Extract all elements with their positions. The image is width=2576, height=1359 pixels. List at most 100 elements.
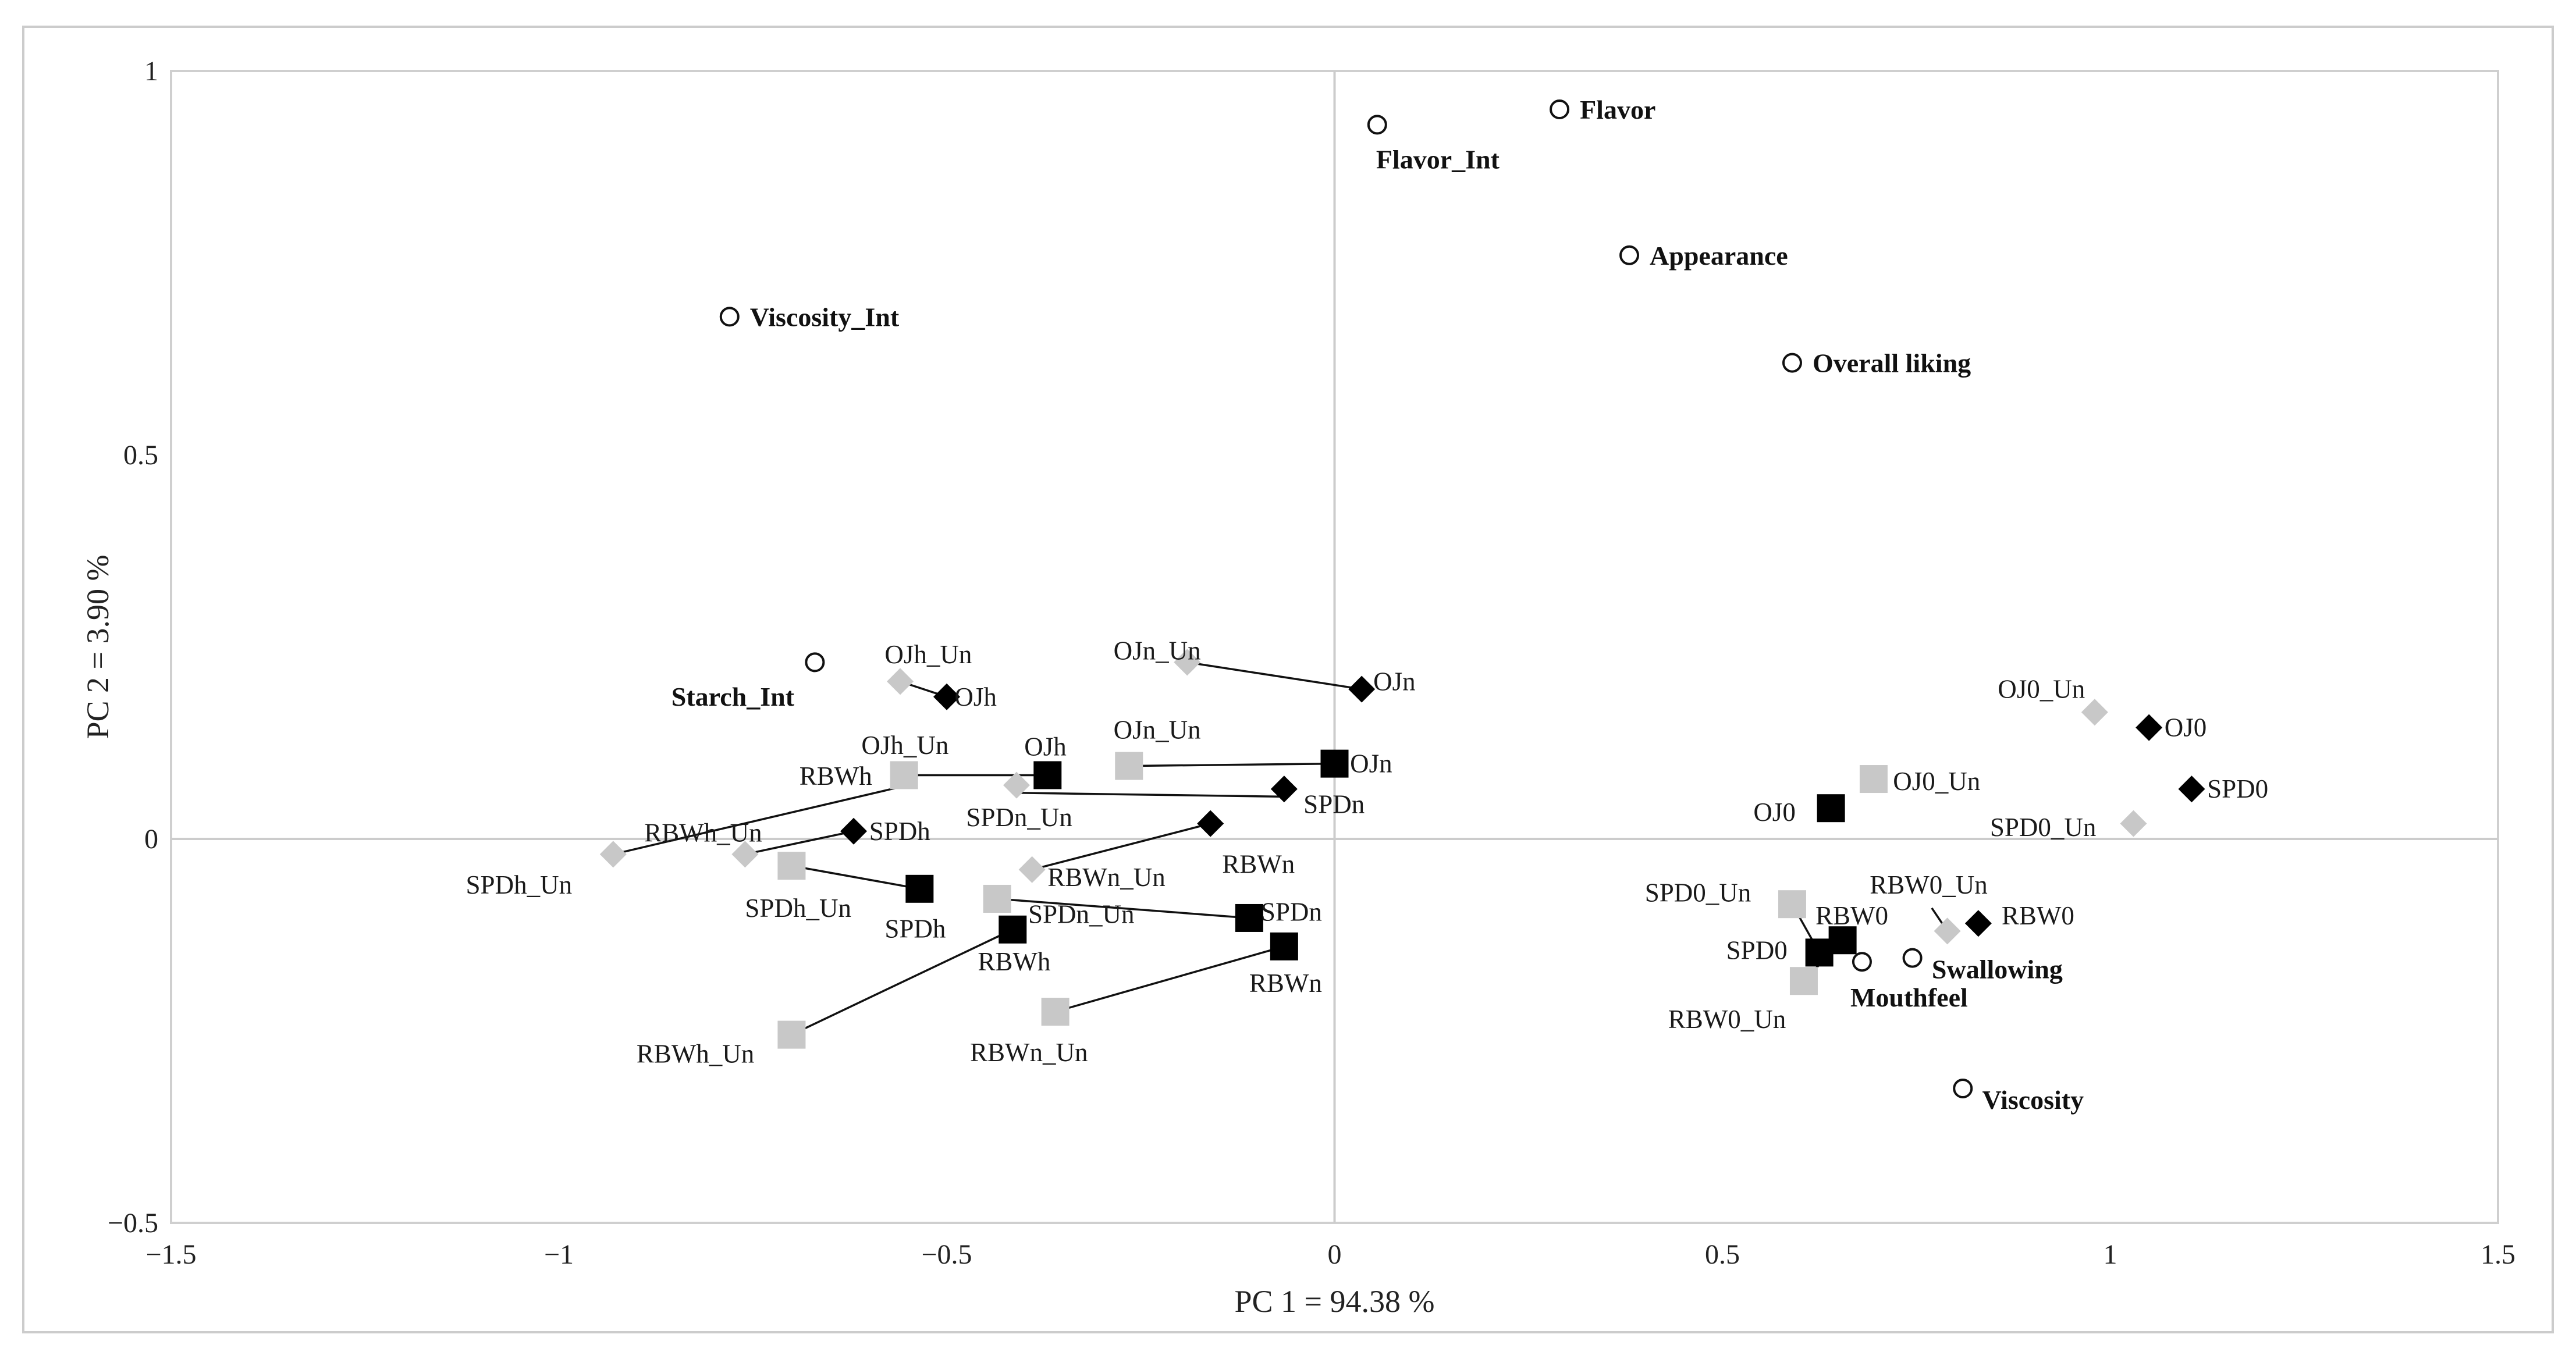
ojh-marker — [933, 683, 960, 710]
flavor-point — [1550, 99, 1570, 119]
rbw0-un-marker — [1789, 967, 1818, 995]
viscosity-point — [1953, 1079, 1973, 1098]
data-markers — [599, 99, 2205, 1098]
rbwh-un-marker — [731, 841, 759, 868]
label-swallowing: Swallowing — [1932, 954, 2063, 984]
oj0-un-marker — [2081, 699, 2108, 726]
rbwn-un-marker — [1018, 856, 1046, 883]
label-flavor: Flavor — [1580, 95, 1655, 124]
y-tick-label: 0.5 — [123, 440, 158, 471]
label-rbw0-un: RBW0_Un — [1870, 870, 1988, 899]
rbwn-marker — [1197, 810, 1224, 837]
label-oj0: OJ0 — [2165, 713, 2207, 742]
label-spd0: SPD0 — [2207, 774, 2268, 803]
label-ojn: OJn — [1373, 667, 1416, 696]
label-spdn-un: SPDn_Un — [966, 803, 1072, 832]
rbwh-marker — [999, 915, 1027, 944]
x-tick-label: −0.5 — [921, 1239, 972, 1270]
y-tick-label: 1 — [144, 56, 158, 87]
connector-line — [613, 784, 908, 856]
chart-frame — [22, 26, 2554, 1333]
label-mouthfeel: Mouthfeel — [1850, 983, 1968, 1012]
rbw0-marker — [1964, 910, 1992, 937]
spdh-un-marker — [777, 852, 806, 880]
spd0-un-marker — [2120, 810, 2147, 837]
label-spdn: SPDn — [1261, 897, 1322, 926]
label-ojh: OJh — [954, 682, 997, 711]
connector-line — [791, 865, 920, 890]
connector-line — [745, 830, 854, 856]
rbwn-un-marker — [1041, 998, 1070, 1026]
label-rbwn: RBWn — [1222, 850, 1295, 879]
x-tick-label: 1.5 — [2481, 1239, 2515, 1270]
ojn-marker — [1320, 749, 1349, 778]
axis-ticks: −1.5 −1 −0.5 0 0.5 1 1.5 1 0.5 0 −0.5 — [108, 56, 2515, 1270]
label-spdh: SPDh — [869, 817, 930, 846]
mouthfeel-point — [1852, 952, 1872, 972]
spdn-un-marker — [983, 884, 1011, 913]
y-axis-title: PC 2 = 3.90 % — [80, 555, 115, 739]
spdh-un-marker — [599, 841, 627, 868]
ojn-un-marker — [1174, 649, 1201, 676]
spd0-marker — [2178, 775, 2205, 803]
label-viscosity: Viscosity — [1982, 1085, 2084, 1115]
connector-line — [1055, 945, 1285, 1013]
label-spdh: SPDh — [884, 914, 946, 943]
x-tick-label: 1 — [2104, 1239, 2117, 1270]
label-ojn-un: OJn_Un — [1114, 716, 1201, 745]
label-rbw0-un: RBW0_Un — [1668, 1005, 1786, 1034]
x-tick-label: 0 — [1328, 1239, 1342, 1270]
flavor-int-point — [1367, 115, 1387, 135]
label-ojh: OJh — [1024, 732, 1067, 762]
label-rbwh: RBWh — [978, 947, 1050, 976]
ojh-un-marker — [887, 668, 914, 695]
label-flavor-int: Flavor_Int — [1376, 144, 1500, 174]
label-spdh-un: SPDh_Un — [466, 870, 573, 899]
label-starch-int: Starch_Int — [671, 682, 795, 711]
overall-liking-point — [1782, 353, 1802, 373]
spdh-marker — [905, 874, 934, 903]
oj0-un-marker — [1859, 765, 1888, 794]
label-rbwn: RBWn — [1249, 969, 1322, 998]
label-spdn-un: SPDn_Un — [1028, 899, 1135, 928]
spd0-un-marker — [1778, 890, 1806, 919]
spdh-marker — [840, 817, 868, 845]
connector-line — [1186, 661, 1362, 691]
connector-lines — [613, 661, 1949, 1036]
label-spdh-un: SPDh_Un — [745, 894, 851, 923]
starch-int-point — [805, 652, 825, 673]
ojn-marker — [1348, 675, 1376, 703]
label-rbwn-un: RBWn_Un — [1047, 863, 1166, 892]
ojh-un-marker — [890, 761, 918, 789]
appearance-point — [1619, 245, 1640, 265]
label-ojh-un: OJh_Un — [861, 731, 948, 760]
x-axis-title: PC 1 = 94.38 % — [1235, 1284, 1435, 1319]
connector-line — [997, 898, 1250, 919]
spd0-marker — [1805, 938, 1834, 967]
label-oj0-un: OJ0_Un — [1893, 767, 1980, 796]
connector-line — [1032, 822, 1211, 871]
label-rbwh-un: RBWh_Un — [644, 818, 762, 847]
label-oj0: OJ0 — [1753, 798, 1796, 827]
rbw0-un-marker — [1934, 917, 1961, 945]
x-tick-label: −1 — [544, 1239, 574, 1270]
rbwh-un-marker — [777, 1020, 806, 1049]
label-rbwh-un: RBWh_Un — [637, 1040, 755, 1069]
y-tick-label: 0 — [144, 824, 158, 855]
connector-line — [791, 928, 1014, 1036]
label-spd0-un: SPD0_Un — [1645, 878, 1751, 907]
spdn-marker — [1235, 903, 1263, 932]
oj0-marker — [1817, 794, 1845, 823]
connector-line — [1016, 792, 1284, 798]
label-overall-liking: Overall liking — [1813, 348, 1971, 378]
label-ojn-un: OJn_Un — [1114, 636, 1201, 666]
oj0-marker — [2136, 714, 2163, 741]
viscosity-int-point — [719, 307, 740, 327]
swallowing-point — [1902, 948, 1923, 968]
y-tick-label: −0.5 — [108, 1208, 158, 1239]
spdn-marker — [1270, 775, 1298, 803]
label-spd0-un: SPD0_Un — [1990, 813, 2097, 842]
label-rbwh: RBWh — [800, 762, 872, 791]
